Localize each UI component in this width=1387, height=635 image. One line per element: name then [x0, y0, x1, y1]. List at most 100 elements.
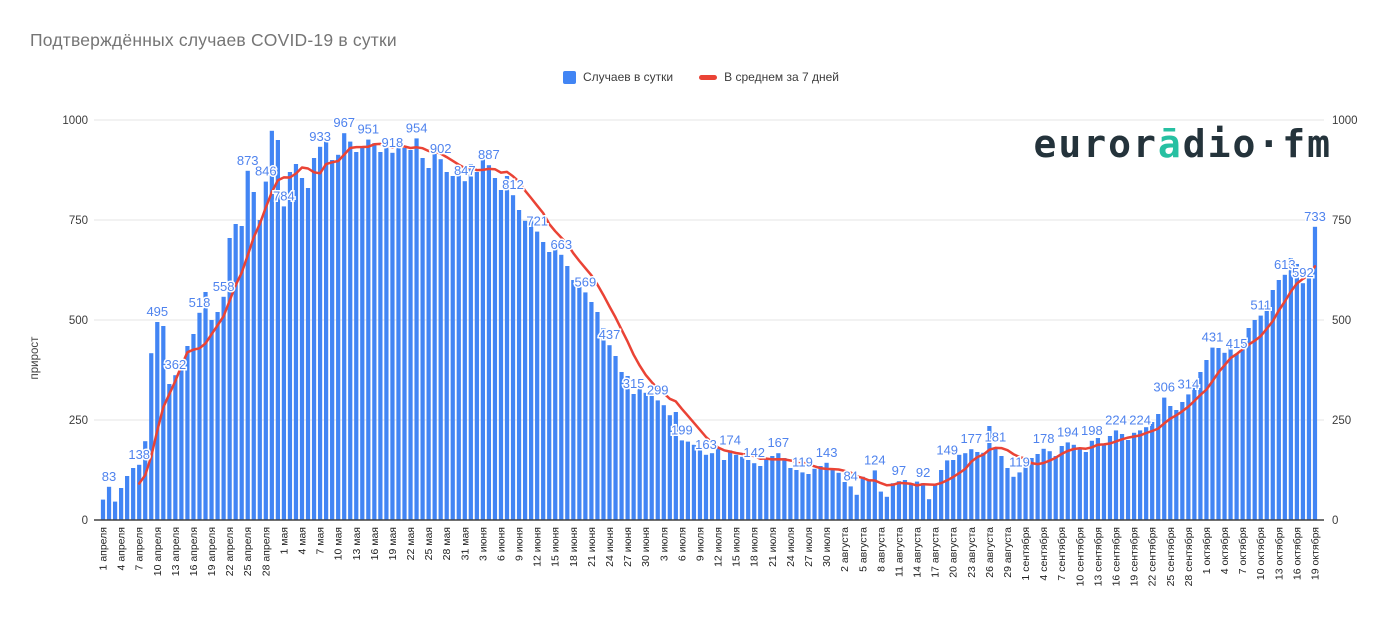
daily-cases-bar[interactable]: [1210, 347, 1215, 520]
daily-cases-bar[interactable]: [287, 172, 293, 520]
daily-cases-bar[interactable]: [426, 168, 431, 520]
daily-cases-bar[interactable]: [1113, 430, 1119, 520]
daily-cases-bar[interactable]: [963, 453, 968, 520]
daily-cases-bar[interactable]: [1071, 444, 1076, 520]
daily-cases-bar[interactable]: [1023, 463, 1028, 520]
daily-cases-bar[interactable]: [348, 141, 353, 520]
daily-cases-bar[interactable]: [1180, 402, 1185, 520]
daily-cases-bar[interactable]: [1083, 452, 1088, 520]
daily-cases-bar[interactable]: [510, 195, 516, 520]
daily-cases-bar[interactable]: [112, 501, 118, 520]
daily-cases-bar[interactable]: [740, 456, 745, 520]
daily-cases-bar[interactable]: [173, 375, 178, 520]
daily-cases-bar[interactable]: [245, 170, 250, 521]
daily-cases-bar[interactable]: [631, 394, 636, 520]
daily-cases-bar[interactable]: [1300, 283, 1306, 520]
daily-cases-bar[interactable]: [1306, 277, 1312, 520]
daily-cases-bar[interactable]: [438, 159, 443, 520]
daily-cases-bar[interactable]: [667, 415, 672, 520]
daily-cases-bar[interactable]: [800, 472, 805, 520]
daily-cases-bar[interactable]: [462, 181, 467, 520]
daily-cases-bar[interactable]: [336, 154, 341, 521]
daily-cases-bar[interactable]: [661, 405, 666, 520]
daily-cases-bar[interactable]: [149, 353, 154, 520]
daily-cases-bar[interactable]: [655, 400, 660, 520]
daily-cases-bar[interactable]: [1270, 290, 1275, 520]
daily-cases-bar[interactable]: [420, 158, 425, 520]
daily-cases-bar[interactable]: [1065, 442, 1070, 520]
daily-cases-bar[interactable]: [1168, 406, 1173, 520]
daily-cases-bar[interactable]: [577, 286, 582, 520]
daily-cases-bar[interactable]: [902, 480, 908, 520]
daily-cases-bar[interactable]: [553, 246, 558, 520]
daily-cases-bar[interactable]: [1162, 397, 1167, 520]
daily-cases-bar[interactable]: [275, 140, 280, 520]
daily-cases-bar[interactable]: [432, 154, 437, 520]
daily-cases-bar[interactable]: [504, 176, 510, 520]
daily-cases-bar[interactable]: [197, 312, 202, 520]
daily-cases-bar[interactable]: [782, 458, 787, 520]
daily-cases-bar[interactable]: [860, 476, 865, 520]
daily-cases-bar[interactable]: [1276, 280, 1281, 520]
daily-cases-bar[interactable]: [1216, 348, 1221, 520]
daily-cases-bar[interactable]: [1077, 448, 1082, 520]
daily-cases-bar[interactable]: [125, 476, 130, 520]
daily-cases-bar[interactable]: [872, 470, 877, 520]
daily-cases-bar[interactable]: [263, 181, 268, 520]
daily-cases-bar[interactable]: [1011, 476, 1016, 520]
daily-cases-bar[interactable]: [969, 449, 974, 520]
daily-cases-bar[interactable]: [1186, 394, 1191, 520]
daily-cases-bar[interactable]: [951, 460, 956, 520]
daily-cases-bar[interactable]: [770, 456, 775, 520]
daily-cases-bar[interactable]: [595, 312, 600, 520]
daily-cases-bar[interactable]: [830, 469, 835, 520]
daily-cases-bar[interactable]: [818, 466, 823, 520]
daily-cases-bar[interactable]: [993, 447, 998, 520]
daily-cases-bar[interactable]: [1125, 440, 1131, 520]
daily-cases-bar[interactable]: [1029, 458, 1034, 520]
daily-cases-bar[interactable]: [1264, 302, 1269, 520]
daily-cases-bar[interactable]: [372, 143, 377, 520]
daily-cases-bar[interactable]: [589, 302, 594, 520]
daily-cases-bar[interactable]: [794, 470, 799, 520]
daily-cases-bar[interactable]: [697, 450, 703, 520]
daily-cases-bar[interactable]: [486, 165, 492, 520]
daily-cases-bar[interactable]: [209, 320, 214, 520]
daily-cases-bar[interactable]: [1107, 436, 1113, 520]
daily-cases-bar[interactable]: [396, 142, 401, 520]
daily-cases-bar[interactable]: [1017, 472, 1022, 520]
daily-cases-bar[interactable]: [100, 499, 106, 520]
daily-cases-bar[interactable]: [131, 468, 136, 520]
daily-cases-bar[interactable]: [685, 441, 691, 520]
daily-cases-bar[interactable]: [999, 456, 1004, 520]
daily-cases-bar[interactable]: [727, 450, 733, 520]
daily-cases-bar[interactable]: [378, 152, 383, 520]
daily-cases-bar[interactable]: [673, 412, 678, 520]
daily-cases-bar[interactable]: [1144, 427, 1149, 520]
daily-cases-bar[interactable]: [281, 206, 287, 520]
daily-cases-bar[interactable]: [547, 252, 552, 520]
daily-cases-bar[interactable]: [366, 139, 371, 520]
daily-cases-bar[interactable]: [1047, 451, 1052, 520]
daily-cases-bar[interactable]: [179, 360, 184, 520]
daily-cases-bar[interactable]: [408, 150, 413, 520]
daily-cases-bar[interactable]: [1246, 328, 1251, 520]
daily-cases-bar[interactable]: [824, 462, 829, 520]
daily-cases-bar[interactable]: [402, 148, 407, 520]
daily-cases-bar[interactable]: [939, 470, 944, 520]
daily-cases-bar[interactable]: [619, 372, 624, 520]
daily-cases-bar[interactable]: [703, 454, 709, 520]
daily-cases-bar[interactable]: [1258, 315, 1263, 520]
daily-cases-bar[interactable]: [480, 158, 485, 520]
daily-cases-bar[interactable]: [269, 130, 274, 521]
daily-cases-bar[interactable]: [764, 459, 769, 520]
daily-cases-bar[interactable]: [884, 496, 889, 520]
daily-cases-bar[interactable]: [975, 452, 980, 520]
daily-cases-bar[interactable]: [1156, 414, 1161, 520]
daily-cases-bar[interactable]: [1035, 454, 1040, 520]
daily-cases-bar[interactable]: [1150, 422, 1155, 520]
daily-cases-bar[interactable]: [1053, 456, 1058, 520]
daily-cases-bar[interactable]: [788, 468, 793, 520]
daily-cases-bar[interactable]: [390, 152, 395, 521]
daily-cases-bar[interactable]: [498, 190, 504, 520]
